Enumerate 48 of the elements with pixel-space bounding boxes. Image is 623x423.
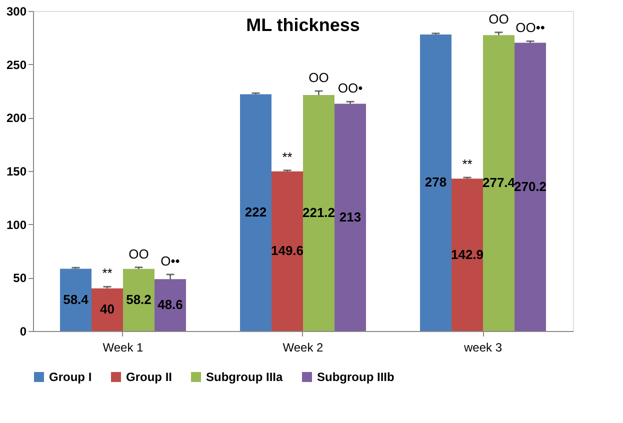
y-tick-label: 0 — [20, 324, 27, 338]
bar — [92, 288, 123, 331]
bar — [272, 171, 303, 331]
data-label: 149.6 — [270, 243, 304, 258]
bar — [420, 34, 452, 331]
y-tick-label: 200 — [6, 111, 27, 126]
x-tick-label: Week 2 — [282, 340, 324, 354]
annotation: ** — [282, 149, 292, 164]
data-label: 222 — [244, 204, 267, 220]
data-label: 221.2 — [302, 205, 336, 220]
data-label: 58.2 — [126, 292, 152, 307]
x-tick-label: week 3 — [462, 340, 502, 354]
legend-label: Group II — [126, 370, 172, 384]
chart-title: ML thickness — [246, 15, 360, 35]
bar — [240, 94, 272, 331]
data-label: 213 — [339, 209, 362, 224]
data-label: 40 — [100, 302, 114, 317]
data-label: 270.2 — [514, 178, 547, 194]
legend-label: Subgroup IIIb — [317, 370, 394, 384]
bar — [483, 35, 514, 331]
data-label: 142.9 — [450, 246, 484, 262]
annotation: O•• — [160, 253, 180, 268]
data-label: 278 — [424, 174, 447, 190]
bar — [60, 268, 92, 331]
data-label: 48.6 — [158, 297, 183, 312]
legend-label: Subgroup IIIa — [206, 370, 283, 384]
annotation: OO — [488, 11, 509, 26]
annotation: ** — [102, 266, 112, 281]
annotation: OO•• — [516, 20, 546, 36]
annotation: OO — [308, 70, 329, 85]
y-tick-label: 50 — [13, 271, 27, 286]
bar — [303, 95, 334, 331]
annotation: OO• — [338, 80, 364, 96]
annotation: OO — [128, 246, 149, 262]
annotation: ** — [462, 156, 472, 172]
y-tick-label: 100 — [6, 218, 27, 232]
x-tick-label: Week 1 — [102, 340, 144, 354]
legend-label: Group I — [49, 370, 92, 384]
bar — [452, 178, 483, 331]
y-tick-label: 300 — [6, 4, 27, 18]
bar — [514, 42, 546, 331]
y-tick-label: 150 — [6, 164, 27, 178]
data-label: 277.4 — [482, 175, 516, 190]
bar — [123, 268, 154, 331]
bar — [334, 104, 366, 331]
y-tick-label: 250 — [6, 58, 27, 72]
data-label: 58.4 — [63, 292, 90, 307]
bar — [154, 279, 186, 331]
